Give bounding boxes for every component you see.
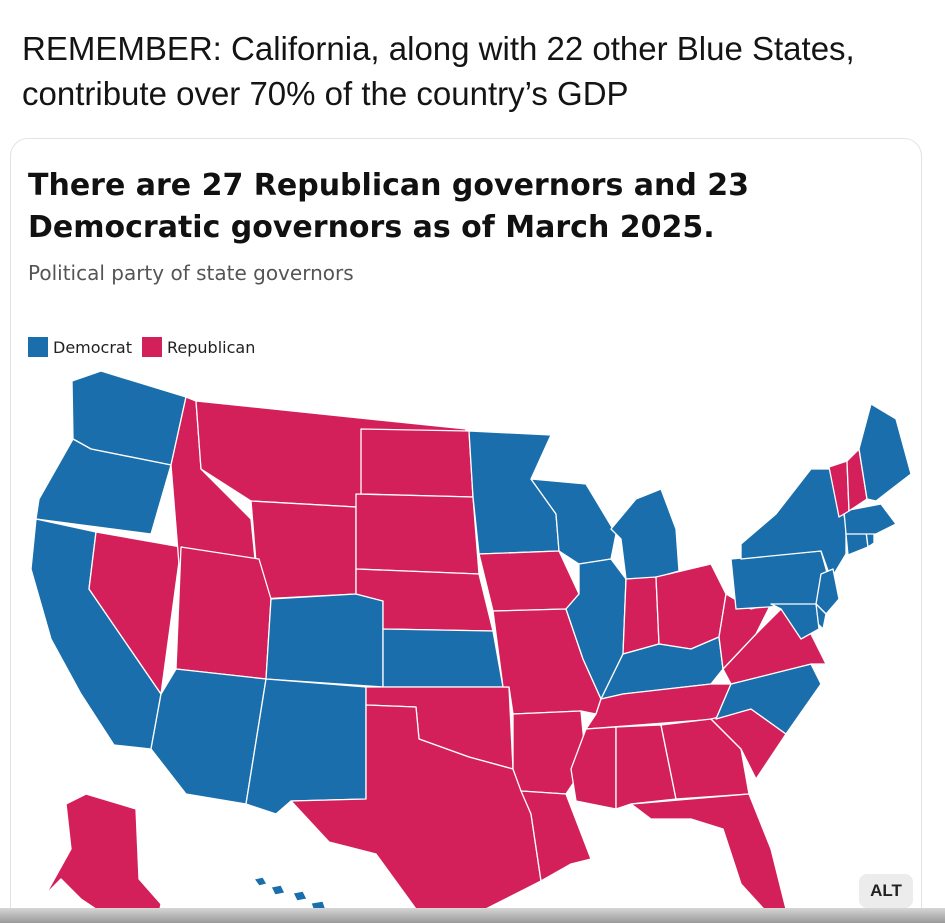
chart-subtitle: Political party of state governors: [28, 261, 354, 285]
state-mi: [610, 488, 680, 580]
legend-label-democrat: Democrat: [53, 337, 132, 357]
state-ms: [570, 726, 617, 810]
state-in: [622, 576, 660, 655]
state-ks: [382, 628, 504, 688]
chart-legend: Democrat Republican: [28, 337, 265, 357]
us-governors-map: [30, 370, 912, 923]
state-nj: [815, 568, 840, 615]
post-text: REMEMBER: California, along with 22 othe…: [22, 30, 855, 112]
legend-label-republican: Republican: [167, 337, 256, 357]
legend-item-democrat: Democrat: [28, 337, 132, 357]
state-ia: [478, 550, 580, 612]
state-la: [520, 790, 592, 882]
state-ut: [175, 546, 272, 680]
legend-item-republican: Republican: [142, 337, 255, 357]
state-ak: [45, 793, 162, 923]
legend-swatch-democrat: [28, 337, 48, 357]
state-nd: [360, 428, 474, 498]
legend-swatch-republican: [142, 337, 162, 357]
bottom-bar: [0, 908, 945, 923]
image-card[interactable]: There are 27 Republican governors and 23…: [10, 138, 922, 923]
state-me: [858, 403, 912, 502]
alt-badge[interactable]: ALT: [859, 874, 913, 908]
state-fl: [630, 793, 787, 920]
chart-title: There are 27 Republican governors and 23…: [28, 168, 750, 245]
state-md: [770, 603, 820, 640]
state-oh: [655, 563, 727, 650]
state-nm: [245, 678, 367, 815]
state-ma: [843, 503, 897, 535]
state-ga: [660, 718, 750, 800]
state-sd: [355, 493, 480, 575]
state-co: [265, 593, 384, 688]
